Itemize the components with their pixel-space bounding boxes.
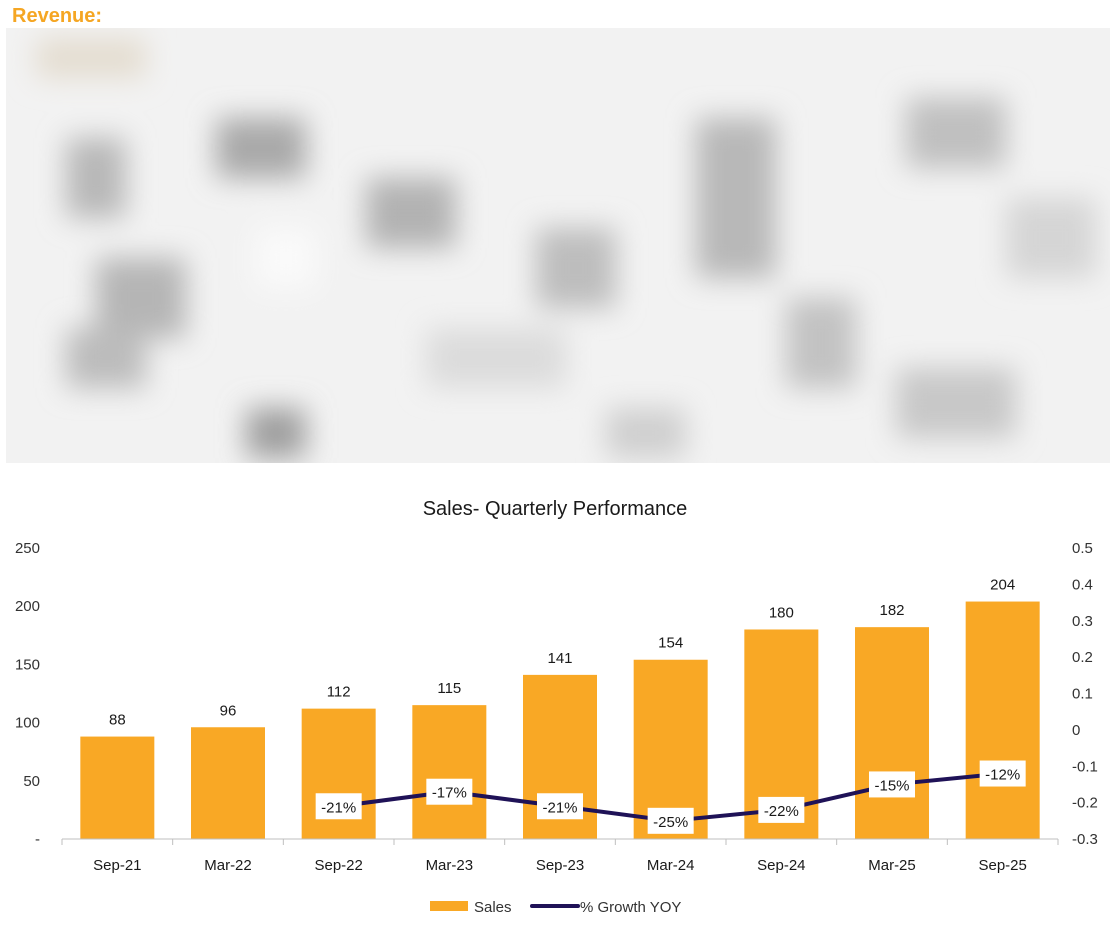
x-axis-label: Sep-25 <box>978 857 1026 874</box>
growth-label: -17% <box>426 778 473 805</box>
chart-title: Sales- Quarterly Performance <box>423 498 688 520</box>
left-axis-tick-label: 50 <box>23 773 40 790</box>
right-axis-tick-label: 0.1 <box>1072 686 1093 703</box>
sales-bar-label: 204 <box>990 577 1015 594</box>
sales-chart: Sales- Quarterly Performance - 50 100 150 20… <box>15 498 1098 916</box>
legend-label-sales: Sales <box>474 899 512 916</box>
x-axis-labels: Sep-21 Mar-22 Sep-22 Mar-23 Sep-23 Mar-24 Sep-… <box>93 857 1027 874</box>
growth-label-text: -21% <box>542 799 577 816</box>
right-axis-ticks: -0.3 -0.2 -0.1 0 0.1 0.2 0.3 0.4 0.5 <box>1072 540 1098 848</box>
right-axis-tick-label: 0 <box>1072 722 1080 739</box>
section-title: Revenue: <box>12 5 103 27</box>
legend-label-growth: % Growth YOY <box>580 899 681 916</box>
growth-label-text: -15% <box>874 777 909 794</box>
growth-label: -21% <box>315 793 362 820</box>
sales-bar <box>301 708 376 839</box>
right-axis-tick-label: -0.1 <box>1072 758 1098 775</box>
growth-label: -12% <box>979 760 1026 787</box>
sales-bar-label: 88 <box>109 712 126 729</box>
sales-bar <box>965 601 1040 839</box>
left-axis-ticks: - 50 100 150 200 250 <box>15 540 40 848</box>
growth-label: -21% <box>537 793 583 820</box>
x-axis-label: Mar-22 <box>204 857 252 874</box>
growth-label: -22% <box>758 796 805 823</box>
x-axis-ticks <box>61 839 1059 845</box>
left-axis-tick-label: - <box>35 831 40 848</box>
left-axis-tick-label: 250 <box>15 540 40 557</box>
growth-label-box <box>426 778 473 805</box>
sales-bar <box>80 736 155 839</box>
x-axis-label: Mar-23 <box>426 857 474 874</box>
growth-label-box <box>869 771 915 798</box>
growth-label-text: -25% <box>653 814 688 831</box>
x-axis-label: Sep-24 <box>757 857 805 874</box>
growth-label-box <box>979 760 1026 787</box>
sales-bar-label: 180 <box>769 604 794 621</box>
sales-bar-label: 115 <box>437 680 461 697</box>
sales-bar-label: 154 <box>658 635 683 652</box>
sales-bar-label: 141 <box>547 650 572 667</box>
left-axis-tick-label: 100 <box>15 715 40 732</box>
right-axis-tick-label: 0.4 <box>1072 576 1093 593</box>
left-axis-tick-label: 150 <box>15 656 40 673</box>
growth-label-text: -12% <box>985 767 1020 784</box>
right-axis-tick-label: 0.5 <box>1072 540 1093 557</box>
growth-label-box <box>647 807 694 834</box>
sales-bar-label: 96 <box>220 702 237 719</box>
growth-label-box <box>758 796 805 823</box>
sales-bar <box>191 727 265 839</box>
x-axis-label: Sep-21 <box>93 857 141 874</box>
growth-label-text: -21% <box>321 799 356 816</box>
sales-bar-label: 182 <box>879 602 904 619</box>
x-axis-label: Sep-22 <box>314 857 362 874</box>
growth-label-text: -17% <box>432 785 467 802</box>
growth-label-text: -22% <box>764 803 799 820</box>
right-axis-tick-label: -0.2 <box>1072 795 1098 812</box>
x-axis-label: Mar-24 <box>647 857 695 874</box>
growth-label-box <box>315 793 362 820</box>
sales-bar-label: 112 <box>327 684 351 701</box>
x-axis-label: Mar-25 <box>868 857 916 874</box>
legend-swatch-sales <box>430 901 468 911</box>
blurred-content-image <box>6 28 1110 463</box>
growth-label: -15% <box>869 771 915 798</box>
right-axis-tick-label: 0.3 <box>1072 613 1093 630</box>
sales-bar <box>855 627 929 839</box>
growth-label: -25% <box>647 807 694 834</box>
left-axis-tick-label: 200 <box>15 598 40 615</box>
x-axis-label: Sep-23 <box>536 857 584 874</box>
legend: Sales % Growth YOY <box>430 899 681 916</box>
bar-labels: 88 96 112 115 141 154 180 182 204 <box>109 577 1015 729</box>
growth-labels: -21% -17% -21% -25% -22% -15% -12% <box>315 760 1026 834</box>
right-axis-tick-label: -0.3 <box>1072 831 1098 848</box>
growth-label-box <box>537 793 583 820</box>
sales-bar <box>412 705 487 839</box>
right-axis-tick-label: 0.2 <box>1072 649 1093 666</box>
